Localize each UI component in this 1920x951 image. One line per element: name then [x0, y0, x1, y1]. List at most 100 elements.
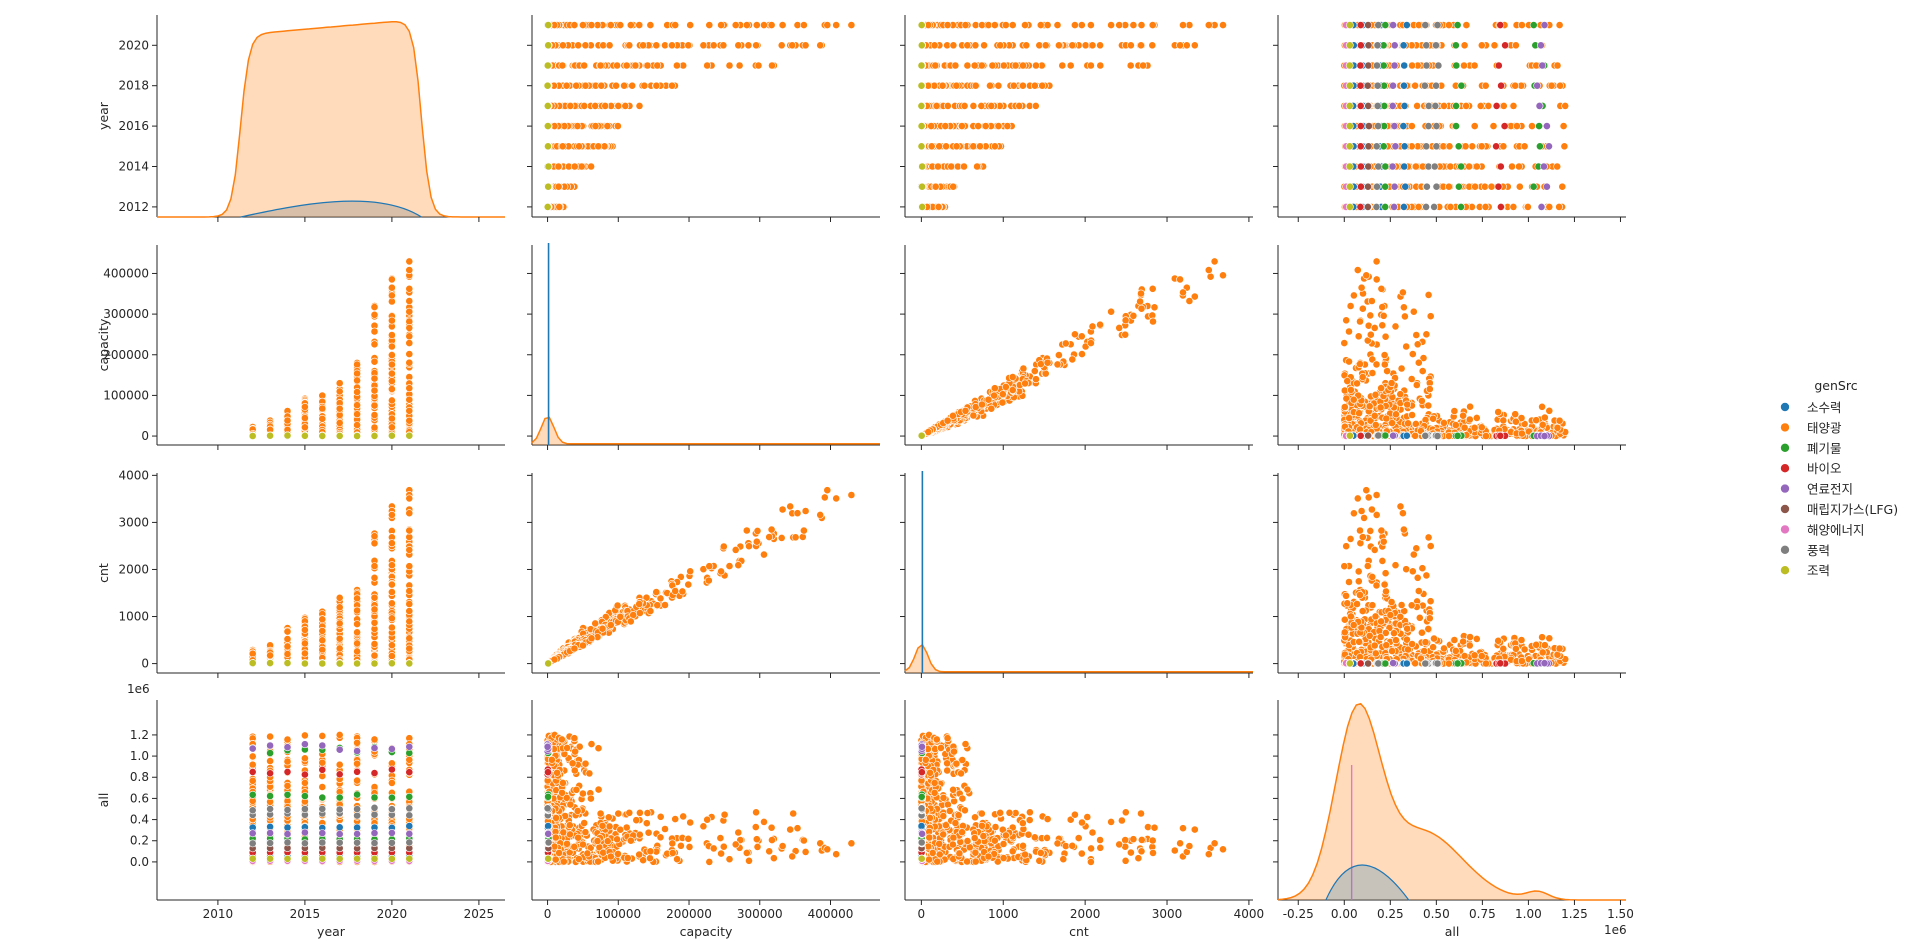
- scatter-point: [1148, 284, 1157, 293]
- scatter-point: [1518, 21, 1526, 29]
- scatter-point: [652, 41, 661, 50]
- scatter-point: [1363, 81, 1372, 90]
- scatter-point: [1476, 102, 1485, 110]
- scatter-point: [581, 81, 590, 90]
- scatter-point: [1555, 202, 1563, 211]
- scatter-point: [778, 21, 787, 29]
- scatter-point: [387, 275, 396, 284]
- y-tick-label: 2012: [118, 200, 149, 214]
- scatter-point: [1420, 81, 1429, 90]
- scatter-point: [767, 21, 776, 29]
- scatter-point: [570, 21, 579, 29]
- scatter-point: [1477, 142, 1486, 151]
- scatter-point: [1137, 289, 1145, 298]
- scatter-point: [1036, 21, 1045, 29]
- scatter-point: [960, 102, 969, 110]
- scatter-point: [405, 395, 414, 404]
- scatter-point: [1535, 122, 1543, 130]
- scatter-point: [1538, 61, 1547, 70]
- scatter-point: [1408, 122, 1416, 130]
- scatter-point: [1356, 61, 1365, 70]
- scatter-point: [1556, 81, 1564, 90]
- scatter-point: [1432, 81, 1440, 90]
- scatter-point: [752, 41, 760, 50]
- scatter-point: [1346, 182, 1354, 191]
- scatter-point: [1460, 61, 1468, 70]
- scatter-point: [1346, 302, 1355, 310]
- scatter-point: [1206, 272, 1215, 281]
- scatter-point: [961, 21, 970, 29]
- scatter-point: [1372, 142, 1381, 151]
- scatter-point: [1540, 162, 1548, 171]
- scatter-point: [1481, 202, 1490, 211]
- scatter-point: [1008, 21, 1017, 29]
- scatter-point: [990, 21, 999, 29]
- scatter-point: [1508, 162, 1516, 171]
- scatter-point: [387, 396, 396, 405]
- scatter-point: [1129, 21, 1138, 29]
- scatter-point: [800, 21, 808, 29]
- scatter-point: [1477, 41, 1486, 50]
- scatter-point: [387, 291, 396, 300]
- scatter-point: [768, 61, 776, 70]
- scatter-point: [1088, 322, 1097, 331]
- scatter-point: [387, 331, 396, 339]
- scatter-point: [1088, 41, 1097, 50]
- scatter-point: [1149, 317, 1157, 326]
- scatter-point: [405, 406, 414, 415]
- scatter-point: [917, 431, 926, 440]
- scatter-point: [1346, 202, 1354, 211]
- scatter-point: [1345, 142, 1354, 151]
- scatter-point: [1515, 162, 1523, 171]
- scatter-point: [1390, 202, 1398, 211]
- scatter-point: [626, 21, 635, 29]
- scatter-point: [1364, 21, 1372, 29]
- scatter-point: [640, 81, 649, 90]
- scatter-point: [1461, 142, 1470, 151]
- scatter-point: [918, 182, 926, 191]
- scatter-point: [387, 423, 396, 432]
- scatter-point: [1373, 102, 1382, 110]
- y-tick-label: 2020: [118, 38, 149, 52]
- scatter-point: [387, 369, 396, 378]
- scatter-point: [544, 122, 552, 130]
- scatter-point: [934, 202, 943, 211]
- y-tick-label: 2016: [118, 119, 149, 133]
- panel-capacity-vs-cnt: [900, 245, 1253, 450]
- scatter-point: [370, 423, 379, 432]
- scatter-point: [1390, 182, 1399, 191]
- scatter-point: [1401, 182, 1410, 191]
- scatter-point: [620, 81, 628, 90]
- scatter-point: [1008, 386, 1017, 394]
- scatter-point: [1364, 182, 1372, 191]
- scatter-point: [1374, 21, 1383, 29]
- scatter-point: [1400, 61, 1409, 70]
- scatter-point: [544, 142, 552, 151]
- scatter-point: [1452, 61, 1461, 70]
- scatter-point: [1345, 81, 1354, 90]
- scatter-point: [1381, 21, 1390, 29]
- scatter-point: [1077, 332, 1086, 341]
- scatter-point: [1176, 275, 1184, 284]
- scatter-point: [1451, 421, 1460, 429]
- scatter-point: [944, 102, 952, 110]
- scatter-point: [1465, 162, 1473, 171]
- scatter-point: [987, 102, 996, 110]
- scatter-point: [1372, 202, 1381, 211]
- scatter-point: [387, 351, 396, 359]
- scatter-point: [930, 41, 939, 50]
- scatter-point: [1460, 41, 1469, 50]
- scatter-point: [1003, 122, 1012, 130]
- scatter-point: [1535, 102, 1544, 110]
- scatter-point: [917, 102, 926, 110]
- scatter-point: [1388, 102, 1397, 110]
- scatter-point: [318, 431, 327, 440]
- scatter-point: [1537, 41, 1545, 50]
- scatter-point: [847, 21, 856, 29]
- scatter-point: [405, 339, 414, 347]
- scatter-point: [1043, 21, 1052, 29]
- scatter-point: [952, 142, 961, 151]
